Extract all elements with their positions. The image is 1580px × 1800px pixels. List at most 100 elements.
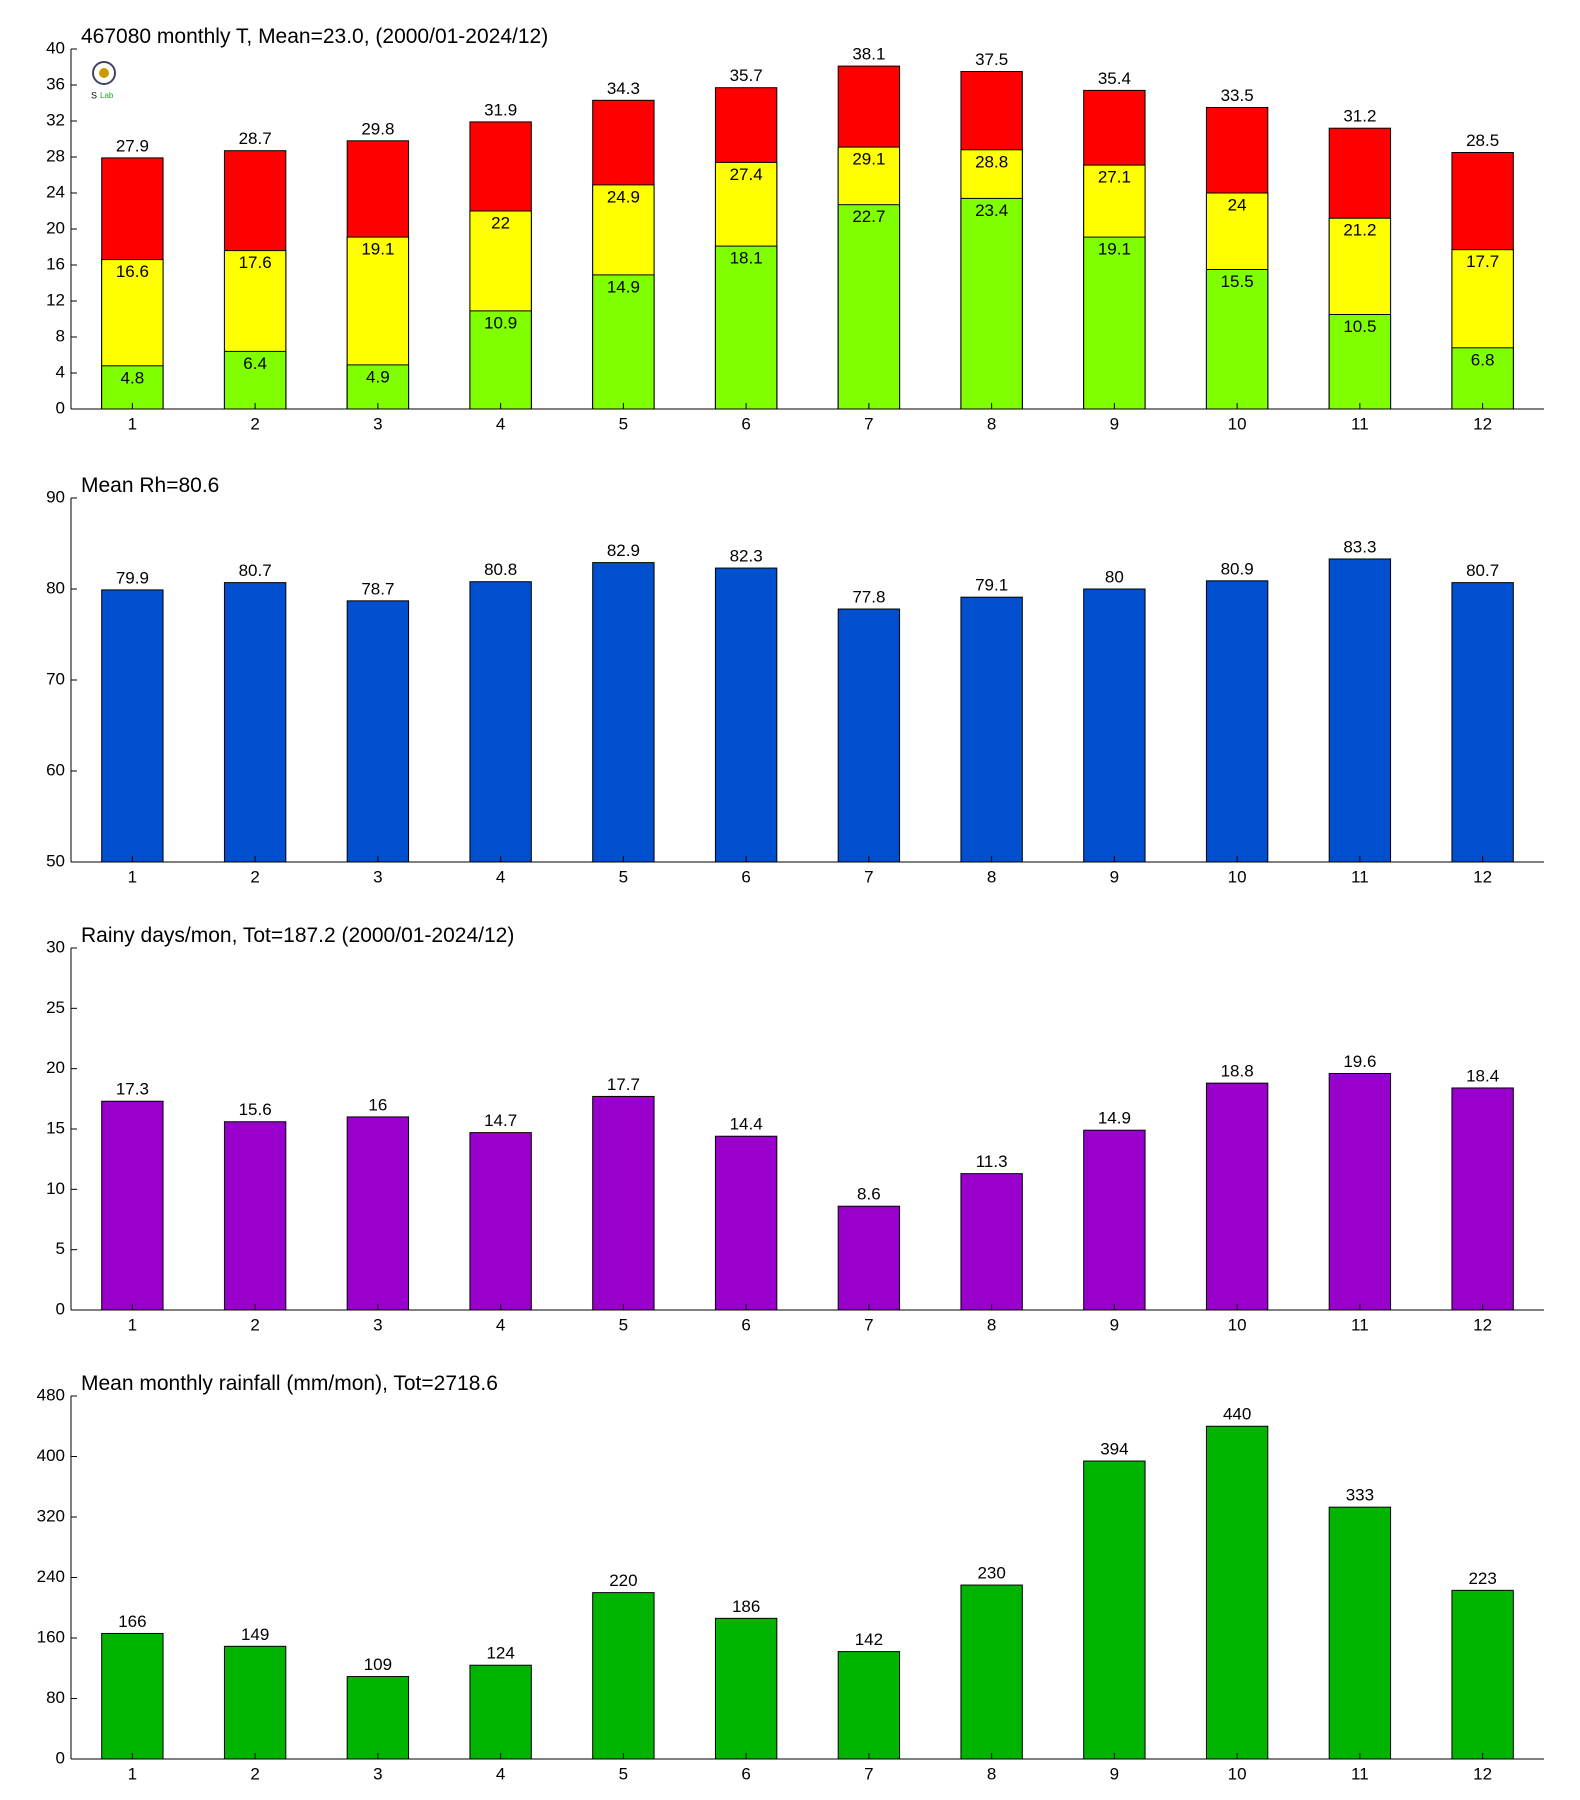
data-label: 78.7: [361, 579, 394, 598]
data-label: 33.5: [1221, 86, 1254, 105]
bar: [346, 364, 410, 410]
bar: [714, 567, 778, 863]
y-tick-label: 320: [37, 1506, 65, 1525]
y-tick-label: 480: [37, 1385, 65, 1404]
data-label: 80.7: [239, 561, 272, 580]
x-tick-label: 9: [1110, 414, 1119, 433]
data-label: 35.7: [730, 66, 763, 85]
bar: [592, 562, 655, 863]
data-label: 29.8: [361, 119, 394, 138]
x-tick-label: 10: [1228, 1764, 1247, 1783]
y-tick-label: 20: [46, 1058, 65, 1077]
x-tick-label: 5: [619, 1764, 628, 1783]
data-label: 22.7: [852, 207, 885, 226]
bar: [960, 197, 1023, 410]
bar: [714, 1617, 778, 1760]
data-label: 18.4: [1466, 1066, 1499, 1085]
bar: [1451, 1087, 1514, 1311]
x-tick-label: 10: [1228, 414, 1247, 433]
data-label: 79.1: [975, 576, 1008, 595]
data-label: 29.1: [852, 150, 885, 169]
y-tick-label: 5: [56, 1239, 65, 1258]
x-tick-label: 2: [250, 1315, 259, 1334]
x-tick-label: 5: [619, 867, 628, 886]
y-tick-label: 80: [46, 1688, 65, 1707]
bar: [1451, 582, 1514, 863]
data-label: 14.9: [607, 277, 640, 296]
y-tick-label: 4: [56, 362, 65, 381]
bar: [1328, 558, 1392, 863]
bar: [1328, 314, 1392, 410]
data-label: 230: [977, 1564, 1005, 1583]
data-label: 16: [368, 1095, 387, 1114]
x-tick-label: 6: [741, 1764, 750, 1783]
x-tick-label: 6: [741, 1315, 750, 1334]
bar: [1083, 588, 1146, 863]
data-label: 17.7: [607, 1075, 640, 1094]
x-tick-label: 12: [1473, 1764, 1492, 1783]
y-tick-label: 28: [46, 146, 65, 165]
y-tick-label: 25: [46, 998, 65, 1017]
x-tick-label: 3: [373, 1315, 382, 1334]
y-tick-label: 8: [56, 326, 65, 345]
data-label: 17.6: [239, 253, 272, 272]
x-tick-label: 6: [741, 867, 750, 886]
data-label: 19.1: [361, 240, 394, 259]
data-label: 28.8: [975, 152, 1008, 171]
bar: [1083, 1129, 1146, 1311]
data-label: 8.6: [857, 1185, 881, 1204]
data-label: 79.9: [116, 568, 149, 587]
bar: [1451, 347, 1514, 410]
data-label: 24: [1228, 195, 1247, 214]
x-tick-label: 11: [1351, 867, 1369, 886]
data-label: 17.7: [1466, 252, 1499, 271]
bar: [714, 245, 778, 410]
bar: [837, 1651, 901, 1760]
y-tick-label: 20: [46, 218, 65, 237]
x-tick-label: 4: [496, 414, 505, 433]
bar: [960, 596, 1023, 863]
data-label: 80.9: [1221, 559, 1254, 578]
bar: [1205, 1082, 1269, 1311]
bar: [1328, 1506, 1392, 1760]
y-tick-label: 36: [46, 74, 65, 93]
data-label: 142: [855, 1630, 883, 1649]
bar: [1205, 580, 1269, 863]
x-tick-label: 11: [1351, 414, 1369, 433]
y-tick-label: 0: [56, 1748, 65, 1767]
y-tick-label: 60: [46, 760, 65, 779]
x-tick-label: 3: [373, 1764, 382, 1783]
x-tick-label: 4: [496, 867, 505, 886]
data-label: 15.6: [239, 1100, 272, 1119]
bar: [960, 1584, 1023, 1760]
bar: [592, 1095, 655, 1311]
bar: [101, 1100, 164, 1311]
svg-text:Lab: Lab: [100, 91, 114, 100]
bar: [1451, 1589, 1514, 1760]
data-label: 10.5: [1343, 317, 1376, 336]
y-tick-label: 0: [56, 1299, 65, 1318]
y-tick-label: 0: [56, 398, 65, 417]
x-tick-label: 2: [250, 1764, 259, 1783]
data-label: 19.1: [1098, 240, 1131, 259]
data-label: 18.1: [730, 249, 763, 268]
x-tick-label: 5: [619, 1315, 628, 1334]
data-label: 28.5: [1466, 131, 1499, 150]
bar: [1328, 1072, 1392, 1311]
data-label: 82.3: [730, 547, 763, 566]
x-tick-label: 8: [987, 867, 996, 886]
y-tick-label: 12: [46, 290, 65, 309]
data-label: 440: [1223, 1405, 1251, 1424]
bar: [837, 204, 901, 410]
data-label: 109: [364, 1655, 392, 1674]
y-tick-label: 30: [46, 937, 65, 956]
bar: [592, 274, 655, 410]
data-label: 6.8: [1471, 350, 1495, 369]
x-tick-label: 4: [496, 1315, 505, 1334]
data-label: 394: [1100, 1440, 1128, 1459]
x-tick-label: 2: [250, 867, 259, 886]
x-tick-label: 10: [1228, 867, 1247, 886]
data-label: 27.9: [116, 136, 149, 155]
data-label: 37.5: [975, 50, 1008, 69]
y-tick-label: 90: [46, 487, 65, 506]
